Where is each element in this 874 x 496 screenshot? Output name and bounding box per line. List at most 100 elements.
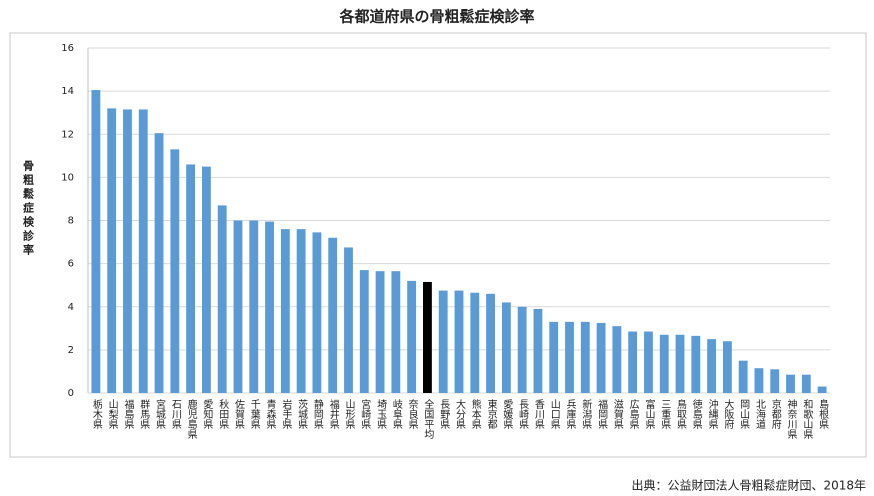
bar (359, 270, 369, 393)
chart-title: 各都道府県の骨粗鬆症検診率 (338, 8, 534, 26)
bar (501, 302, 511, 393)
x-tick-label: 東京都 (485, 398, 497, 430)
y-tick-label: 0 (68, 388, 74, 399)
y-tick-label: 6 (68, 259, 74, 270)
bar (612, 326, 622, 393)
bar (533, 308, 543, 393)
bar (786, 374, 795, 393)
x-tick-label: 富山県 (643, 398, 655, 430)
x-tick-label: 岐阜県 (390, 398, 402, 430)
x-tick-label: 大阪府 (722, 398, 734, 430)
bar (580, 321, 590, 393)
bar (407, 280, 417, 393)
x-tick-label: 長崎県 (517, 399, 529, 430)
bar (644, 331, 653, 393)
x-tick-label: 山梨県 (106, 399, 118, 430)
y-tick-label: 2 (68, 345, 74, 356)
bar (344, 247, 353, 393)
x-tick-label: 愛知県 (201, 398, 213, 430)
bar (123, 109, 132, 393)
bar (280, 229, 290, 393)
bar (312, 232, 322, 393)
x-tick-label: 滋賀県 (611, 398, 623, 430)
y-tick-label: 8 (68, 216, 74, 227)
bar (154, 133, 164, 393)
x-tick-label: 栃木県 (90, 398, 102, 430)
x-tick-label: 宮城県 (154, 398, 166, 430)
x-tick-label: 徳島県 (690, 398, 702, 430)
bar (249, 220, 259, 393)
bar (801, 374, 811, 393)
bar (423, 281, 432, 393)
y-axis-label: 骨粗鬆症検診率 (22, 160, 35, 258)
bar (738, 360, 748, 393)
bar (628, 331, 638, 393)
bar (549, 321, 559, 393)
x-tick-label: 千葉県 (248, 399, 260, 430)
x-tick-label: 静岡県 (311, 398, 323, 430)
bar (138, 109, 148, 393)
x-tick-label: 大分県 (454, 398, 466, 430)
bar (754, 368, 764, 393)
bar (233, 220, 243, 393)
bar (517, 306, 527, 393)
x-tick-label: 広島県 (627, 398, 639, 430)
x-tick-label: 埼玉県 (375, 398, 387, 430)
x-tick-label: 熊本県 (469, 398, 481, 430)
bar (707, 339, 717, 393)
x-tick-label: 和歌山県 (801, 399, 813, 440)
chart-frame (9, 32, 867, 458)
bar (328, 237, 338, 393)
bar (596, 322, 606, 393)
x-tick-label: 長野県 (438, 399, 450, 430)
x-tick-label: 岩手県 (280, 398, 292, 430)
bar (186, 164, 196, 393)
x-tick-label: 福島県 (122, 398, 134, 430)
x-tick-label: 三重県 (659, 399, 671, 430)
bar (770, 369, 780, 393)
bar (107, 108, 117, 393)
x-tick-label: 佐賀県 (232, 399, 244, 430)
y-tick-label: 4 (68, 302, 74, 313)
bar (375, 271, 385, 393)
x-tick-label: 北海道 (753, 399, 765, 429)
x-tick-label: 福井県 (327, 398, 339, 430)
x-tick-label: 山形県 (343, 399, 355, 430)
bar (201, 166, 211, 393)
bar (659, 334, 669, 393)
bar (217, 205, 227, 393)
bar (486, 293, 495, 393)
x-tick-label: 群馬県 (138, 398, 150, 430)
x-tick-label: 新潟県 (580, 398, 592, 430)
bar (470, 292, 480, 393)
x-tick-label: 岡山県 (738, 399, 750, 430)
x-tick-label: 山口県 (548, 399, 560, 430)
y-tick-label: 14 (61, 86, 74, 97)
x-tick-label: 兵庫県 (564, 398, 576, 430)
x-tick-label: 青森県 (264, 398, 276, 430)
x-tick-label: 沖縄県 (706, 398, 718, 430)
bar (454, 290, 464, 393)
x-tick-label: 香川県 (532, 399, 544, 430)
bar (722, 341, 732, 393)
x-tick-label: 愛媛県 (501, 398, 513, 430)
x-tick-label: 茨城県 (296, 398, 308, 430)
y-tick-label: 12 (61, 129, 74, 140)
x-tick-label: 石川県 (169, 399, 181, 430)
y-tick-label: 10 (61, 172, 74, 183)
y-tick-label: 16 (61, 43, 74, 54)
x-tick-label: 島根県 (817, 398, 829, 430)
bar (391, 271, 401, 393)
bar (675, 334, 685, 393)
bar (296, 229, 306, 393)
x-tick-label: 秋田県 (217, 398, 229, 430)
bar (817, 386, 827, 393)
x-tick-label: 奈良県 (406, 398, 418, 430)
source-note: 出典：公益財団法人骨粗鬆症財団、2018年 (631, 478, 866, 493)
bar (170, 149, 180, 393)
bar (565, 321, 574, 393)
x-tick-label: 宮崎県 (359, 398, 371, 430)
bar (691, 335, 701, 393)
x-tick-label: 鳥取県 (675, 398, 687, 430)
